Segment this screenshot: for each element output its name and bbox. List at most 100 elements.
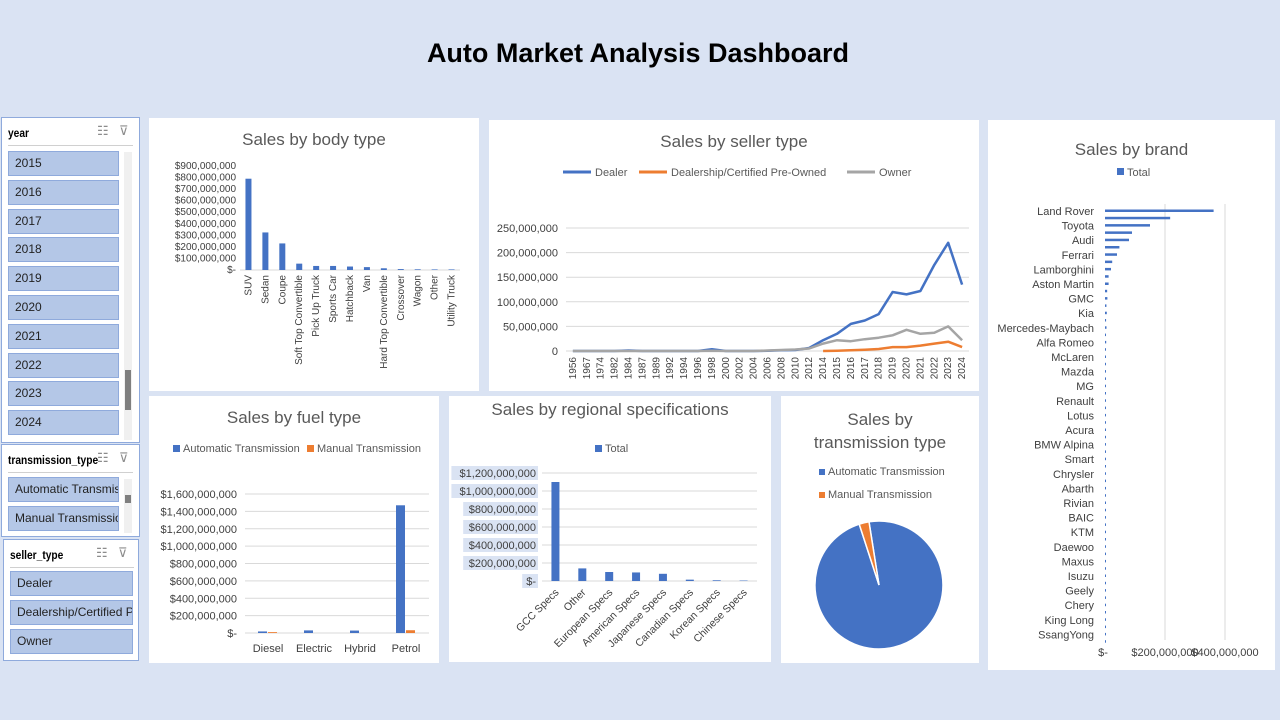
bar bbox=[1105, 611, 1106, 614]
bar bbox=[245, 178, 252, 270]
seller-slicer-item[interactable]: Dealership/Certified Pre... bbox=[10, 600, 133, 625]
bar bbox=[1105, 472, 1106, 475]
year-slicer-item[interactable]: 2019 bbox=[8, 266, 119, 292]
y-tick-label: KTM bbox=[1071, 527, 1094, 539]
x-tick-label: 1982 bbox=[610, 357, 621, 380]
year-slicer-item[interactable]: 2017 bbox=[8, 208, 119, 234]
scroll-thumb[interactable] bbox=[125, 495, 131, 503]
year-slicer-item[interactable]: 2018 bbox=[8, 237, 119, 263]
x-tick-label: Soft Top Convertible bbox=[294, 275, 305, 365]
bar bbox=[551, 482, 560, 581]
y-tick-label: Smart bbox=[1065, 454, 1094, 466]
bar bbox=[1105, 508, 1106, 512]
bar bbox=[1105, 384, 1106, 388]
x-tick-label: Sedan bbox=[260, 275, 271, 304]
y-tick-label: King Long bbox=[1044, 615, 1094, 627]
scroll-thumb[interactable] bbox=[125, 370, 131, 410]
legend-swatch bbox=[595, 445, 602, 452]
x-tick-label: 1994 bbox=[679, 357, 690, 380]
x-tick-label: 1992 bbox=[665, 357, 676, 380]
year-slicer[interactable]: year ☷ ⊽ 2015 2016 2017 2018 2019 2020 2021 202… bbox=[1, 117, 140, 443]
year-slicer-item[interactable]: 2022 bbox=[8, 352, 119, 378]
bar bbox=[1105, 538, 1106, 541]
x-tick-label: 1998 bbox=[707, 357, 718, 380]
x-tick-label: 2020 bbox=[901, 357, 912, 380]
bar bbox=[1105, 465, 1106, 468]
bar bbox=[1105, 479, 1106, 483]
clear-filter-icon[interactable]: ⊽ bbox=[119, 123, 129, 138]
seller-slicer-header: seller_type bbox=[10, 548, 64, 562]
transmission-slicer[interactable]: transmission_type ☷ ⊽ Automatic Transmis… bbox=[1, 444, 140, 537]
y-tick-label: $- bbox=[227, 628, 237, 640]
legend-label: Owner bbox=[879, 167, 912, 179]
legend-label: Dealer bbox=[595, 167, 628, 179]
y-tick-label: $400,000,000 bbox=[175, 219, 237, 230]
y-tick-background bbox=[463, 520, 538, 534]
x-tick-label: Hard Top Convertible bbox=[379, 275, 390, 369]
y-tick-label: Mazda bbox=[1061, 367, 1095, 379]
multi-select-icon[interactable]: ☷ bbox=[97, 123, 109, 138]
bar bbox=[1105, 231, 1132, 234]
bar bbox=[1105, 632, 1106, 636]
bar bbox=[1105, 567, 1106, 570]
year-slicer-item[interactable]: 2021 bbox=[8, 323, 119, 349]
y-tick-label: $- bbox=[526, 576, 536, 588]
seller-slicer-item[interactable]: Owner bbox=[10, 629, 133, 654]
x-tick-label: Petrol bbox=[392, 643, 421, 655]
x-tick-label: 2021 bbox=[915, 357, 926, 380]
bar bbox=[1105, 253, 1117, 256]
chart-title: Sales by body type bbox=[242, 130, 386, 149]
x-tick-label: Crossover bbox=[396, 274, 407, 320]
seller-slicer[interactable]: seller_type ☷ ⊽ Dealer Dealership/Certifi… bbox=[3, 539, 139, 661]
x-tick-label: 1974 bbox=[596, 357, 607, 380]
year-slicer-scrollbar[interactable] bbox=[124, 152, 132, 440]
multi-select-icon[interactable]: ☷ bbox=[97, 450, 109, 465]
legend-swatch bbox=[1117, 168, 1124, 175]
bar bbox=[1105, 246, 1120, 249]
y-tick-label: Aston Martin bbox=[1032, 279, 1094, 291]
y-tick-background bbox=[463, 502, 538, 516]
fuel-type-chart: Sales by fuel type Automatic Transmissio… bbox=[149, 396, 439, 663]
bar bbox=[1105, 238, 1129, 242]
x-tick-label: Sports Car bbox=[328, 274, 339, 322]
seller-slicer-item[interactable]: Dealer bbox=[10, 571, 133, 596]
transmission-slicer-scrollbar[interactable] bbox=[124, 479, 132, 533]
bar bbox=[685, 579, 694, 581]
bar bbox=[296, 263, 303, 270]
year-slicer-item[interactable]: 2020 bbox=[8, 295, 119, 320]
bar bbox=[1105, 457, 1106, 461]
x-tick-label: GCC Specs bbox=[514, 587, 562, 635]
dashboard-title: Auto Market Analysis Dashboard bbox=[426, 38, 850, 68]
bar bbox=[258, 631, 267, 633]
chart-title: Sales by transmission type bbox=[813, 410, 947, 452]
legend-swatch bbox=[307, 445, 314, 452]
y-tick-label: 200,000,000 bbox=[497, 248, 558, 260]
x-tick-label: Wagon bbox=[413, 275, 424, 306]
x-tick-label: 2016 bbox=[846, 357, 857, 380]
year-slicer-item[interactable]: 2023 bbox=[8, 381, 119, 407]
clear-filter-icon[interactable]: ⊽ bbox=[118, 545, 128, 560]
x-tick-label: Utility Truck bbox=[447, 274, 458, 327]
y-tick-label: Audi bbox=[1072, 235, 1094, 247]
clear-filter-icon[interactable]: ⊽ bbox=[119, 450, 129, 465]
bar bbox=[605, 572, 614, 581]
chart-title: Sales by regional specifications bbox=[491, 400, 729, 419]
legend-label: Manual Transmission bbox=[828, 489, 932, 501]
year-slicer-item[interactable]: 2024 bbox=[8, 410, 119, 436]
bar bbox=[1105, 326, 1107, 329]
bar bbox=[1105, 603, 1106, 607]
transmission-slicer-item[interactable]: Manual Transmission bbox=[8, 505, 119, 531]
y-tick-label: Alfa Romeo bbox=[1037, 337, 1094, 349]
multi-select-icon[interactable]: ☷ bbox=[96, 545, 108, 560]
year-slicer-item[interactable]: 2015 bbox=[8, 151, 119, 176]
x-tick-label: $200,000,000 bbox=[1131, 647, 1198, 659]
year-slicer-item[interactable]: 2016 bbox=[8, 179, 119, 205]
bar bbox=[1105, 501, 1106, 504]
bar bbox=[578, 568, 587, 581]
y-tick-label: $600,000,000 bbox=[469, 522, 536, 534]
transmission-slicer-item[interactable]: Automatic Transmis... bbox=[8, 477, 119, 502]
y-tick-label: Kia bbox=[1078, 308, 1095, 320]
x-tick-label: 1987 bbox=[637, 357, 648, 380]
bar bbox=[1105, 450, 1106, 453]
y-tick-label: 250,000,000 bbox=[497, 223, 558, 235]
